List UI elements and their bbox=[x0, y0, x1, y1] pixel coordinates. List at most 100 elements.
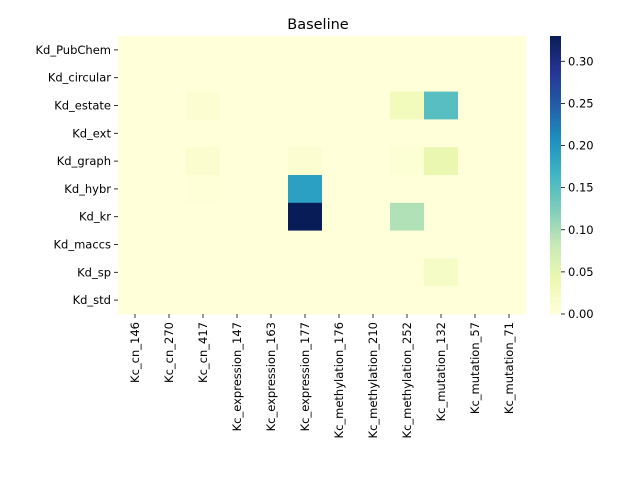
colorbar-segment bbox=[550, 154, 561, 157]
heatmap-cell bbox=[322, 147, 357, 176]
colorbar-segment bbox=[550, 91, 561, 95]
colorbar-segment bbox=[550, 188, 561, 192]
heatmap-cell bbox=[288, 147, 323, 176]
heatmap-cell bbox=[356, 147, 391, 176]
colorbar-segment bbox=[550, 260, 561, 264]
colorbar-segment bbox=[550, 49, 561, 53]
colorbar-segment bbox=[550, 42, 561, 46]
heatmap-cell bbox=[254, 36, 289, 65]
heatmap-cell bbox=[424, 175, 459, 204]
heatmap-cell bbox=[458, 91, 493, 120]
heatmap-cell bbox=[152, 175, 187, 204]
colorbar-segment bbox=[550, 256, 561, 259]
heatmap-cell bbox=[322, 286, 357, 315]
heatmap-cell bbox=[356, 286, 391, 315]
heatmap-cell bbox=[492, 119, 527, 148]
heatmap-cell bbox=[492, 147, 527, 176]
heatmap-cell bbox=[220, 202, 255, 231]
colorbar-segment bbox=[550, 179, 561, 183]
heatmap-cell bbox=[390, 36, 425, 65]
colorbar-segment bbox=[550, 107, 561, 111]
heatmap-cell bbox=[118, 119, 153, 148]
colorbar-segment bbox=[550, 144, 561, 148]
colorbar-tick-label: 0.10 bbox=[568, 223, 594, 237]
heatmap-cell bbox=[254, 258, 289, 287]
colorbar-segment bbox=[550, 290, 561, 294]
colorbar-segment bbox=[550, 38, 561, 42]
row-labels: Kd_PubChem Kd_circular Kd_estate Kd_ext Kd_g… bbox=[35, 43, 118, 307]
heatmap-cell bbox=[390, 91, 425, 120]
heatmap-cell bbox=[254, 119, 289, 148]
colorbar-segment bbox=[550, 276, 561, 280]
row-label: Kd_PubChem bbox=[35, 43, 111, 57]
heatmap-cell bbox=[152, 286, 187, 315]
heatmap-cell bbox=[424, 202, 459, 231]
colorbar-segment bbox=[550, 244, 561, 248]
colorbar-segment bbox=[550, 232, 561, 236]
colorbar-segment bbox=[550, 288, 561, 292]
heatmap-cell bbox=[288, 63, 323, 92]
colorbar-segment bbox=[550, 56, 561, 60]
colorbar-segment bbox=[550, 274, 561, 278]
colorbar-segment bbox=[550, 165, 561, 169]
colorbar-segment bbox=[550, 297, 561, 301]
heatmap-cell bbox=[424, 119, 459, 148]
colorbar-segment bbox=[550, 142, 561, 146]
heatmap-cell bbox=[492, 91, 527, 120]
colorbar-segment bbox=[550, 184, 561, 188]
heatmap-cell bbox=[288, 119, 323, 148]
colorbar-segment bbox=[550, 105, 561, 109]
row-label: Kd_kr bbox=[79, 210, 111, 224]
colorbar-segment bbox=[550, 40, 561, 44]
colorbar-segment bbox=[550, 225, 561, 229]
colorbar-segment bbox=[550, 114, 561, 118]
colorbar-segment bbox=[550, 47, 561, 51]
heatmap-cell bbox=[492, 286, 527, 315]
colorbar-segment bbox=[550, 147, 561, 151]
row-label: Kd_circular bbox=[48, 71, 111, 85]
heatmap-cell bbox=[458, 147, 493, 176]
colorbar-segment bbox=[550, 242, 561, 245]
column-label: Kc_mutation_57 bbox=[468, 322, 482, 414]
heatmap-cell bbox=[152, 202, 187, 231]
heatmap-cell bbox=[458, 286, 493, 315]
colorbar-segment bbox=[550, 135, 561, 139]
colorbar-segment bbox=[550, 223, 561, 227]
colorbar-segment bbox=[550, 112, 561, 116]
colorbar-tick-label: 0.30 bbox=[568, 54, 594, 68]
column-label: Kc_mutation_71 bbox=[502, 322, 516, 414]
colorbar-segment bbox=[550, 198, 561, 201]
colorbar-segment bbox=[550, 59, 561, 62]
colorbar-segment bbox=[550, 45, 561, 49]
colorbar-segment bbox=[550, 265, 561, 269]
heatmap-cell bbox=[254, 147, 289, 176]
colorbar-segment bbox=[550, 307, 561, 310]
heatmap-cell bbox=[492, 202, 527, 231]
heatmap-cell bbox=[186, 230, 221, 259]
heatmap-cell bbox=[186, 147, 221, 176]
colorbar-segment bbox=[550, 195, 561, 199]
colorbar-segment bbox=[550, 279, 561, 283]
colorbar-tick-label: 0.15 bbox=[568, 181, 594, 195]
heatmap-cell bbox=[186, 286, 221, 315]
colorbar-segment bbox=[550, 77, 561, 81]
heatmap-cell bbox=[424, 258, 459, 287]
colorbar-segment bbox=[550, 295, 561, 299]
colorbar-segment bbox=[550, 70, 561, 74]
heatmap-cell bbox=[220, 91, 255, 120]
heatmap-cell bbox=[118, 175, 153, 204]
heatmap-cell bbox=[390, 258, 425, 287]
colorbar-segment bbox=[550, 89, 561, 93]
heatmap-cell bbox=[186, 36, 221, 65]
colorbar-segment bbox=[550, 281, 561, 285]
column-label: Kc_methylation_176 bbox=[332, 322, 346, 438]
heatmap-cell bbox=[288, 258, 323, 287]
heatmap-cell bbox=[288, 91, 323, 120]
heatmap-cell bbox=[254, 202, 289, 231]
colorbar-segment bbox=[550, 311, 561, 315]
heatmap-cell bbox=[492, 175, 527, 204]
colorbar-segment bbox=[550, 100, 561, 104]
column-label: Kc_cn_146 bbox=[128, 322, 142, 383]
heatmap-cell bbox=[118, 63, 153, 92]
